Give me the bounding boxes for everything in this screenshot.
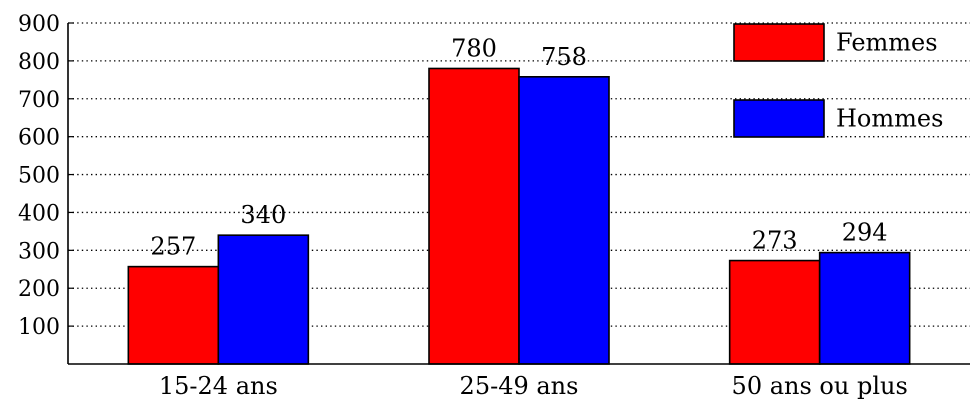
axes bbox=[67, 23, 970, 365]
y-tick-label-800: 800 bbox=[18, 50, 60, 75]
y-tick-label-500: 500 bbox=[18, 164, 60, 189]
data-label-hommes-3: 294 bbox=[842, 219, 888, 247]
legend-label-hommes: Hommes bbox=[836, 105, 943, 133]
legend-swatch-femmes bbox=[733, 23, 825, 62]
x-tick-label-2: 25-49 ans bbox=[460, 372, 579, 400]
data-label-femmes-1: 257 bbox=[150, 233, 196, 261]
x-axis-ticks: 15-24 ans 25-49 ans 50 ans ou plus bbox=[159, 358, 908, 400]
data-label-hommes-2: 758 bbox=[541, 43, 587, 71]
legend: Femmes Hommes bbox=[733, 23, 943, 138]
data-label-femmes-3: 273 bbox=[752, 227, 798, 255]
bar-femmes-2 bbox=[428, 67, 520, 365]
legend-label-femmes: Femmes bbox=[836, 29, 938, 57]
bars bbox=[127, 67, 911, 365]
bar-hommes-2 bbox=[518, 76, 610, 365]
bar-hommes-3 bbox=[818, 251, 911, 365]
y-axis-ticks: 100 200 300 400 500 600 700 800 900 bbox=[18, 12, 74, 340]
y-tick-label-600: 600 bbox=[18, 126, 60, 151]
y-tick-label-100: 100 bbox=[18, 315, 60, 340]
data-label-femmes-2: 780 bbox=[451, 34, 497, 62]
y-tick-label-300: 300 bbox=[18, 239, 60, 264]
y-tick-label-400: 400 bbox=[18, 201, 60, 226]
data-labels: 257 340 780 758 273 294 bbox=[150, 34, 887, 260]
legend-swatch-hommes bbox=[733, 99, 825, 138]
data-label-hommes-1: 340 bbox=[240, 201, 286, 229]
y-tick-label-200: 200 bbox=[18, 277, 60, 302]
y-tick-label-700: 700 bbox=[18, 88, 60, 113]
bar-femmes-3 bbox=[728, 259, 821, 365]
bar-hommes-1 bbox=[217, 234, 310, 365]
x-tick-label-1: 15-24 ans bbox=[159, 372, 278, 400]
x-tick-label-3: 50 ans ou plus bbox=[732, 372, 908, 400]
y-tick-label-900: 900 bbox=[18, 12, 60, 37]
bar-femmes-1 bbox=[127, 265, 220, 365]
